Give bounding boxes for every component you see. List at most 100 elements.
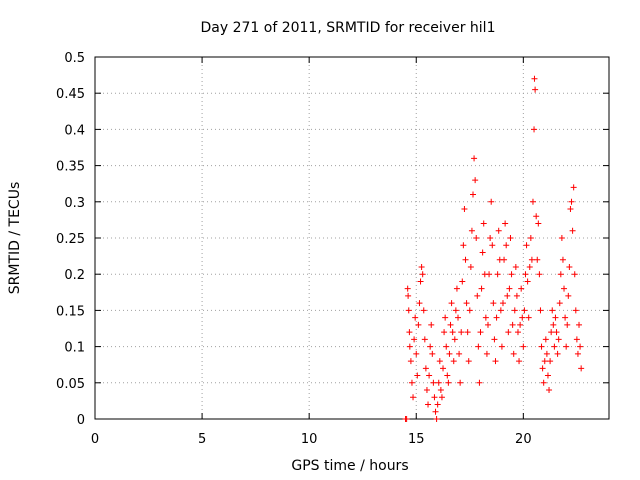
data-point [557, 271, 564, 278]
data-point [420, 307, 427, 314]
data-point [460, 242, 467, 249]
data-point [536, 271, 543, 278]
data-point [484, 321, 491, 328]
data-point [489, 242, 496, 249]
data-point [434, 401, 441, 408]
data-point [436, 358, 443, 365]
y-tick-label: 0.4 [64, 123, 85, 138]
y-tick-label: 0.35 [56, 160, 85, 175]
data-point [446, 350, 453, 357]
data-point [464, 329, 471, 336]
data-point [526, 263, 533, 270]
data-point [405, 307, 412, 314]
data-point [480, 220, 487, 227]
data-point [573, 336, 580, 343]
data-point [535, 220, 542, 227]
data-point [499, 300, 506, 307]
data-point [479, 249, 486, 256]
data-point [571, 271, 578, 278]
data-point [543, 350, 550, 357]
y-axis-ticks: 0 0.05 0.1 0.15 0.2 0.25 0.3 0.35 0.4 0.45 0.5 [56, 51, 609, 428]
data-point [437, 387, 444, 394]
data-point [458, 329, 465, 336]
data-point [490, 300, 497, 307]
data-point [498, 343, 505, 350]
y-tick-label: 0 [77, 413, 85, 428]
data-point [430, 379, 437, 386]
data-point [447, 321, 454, 328]
data-point [508, 271, 515, 278]
data-point [414, 372, 421, 379]
data-point [482, 314, 489, 321]
y-tick-label: 0.1 [64, 341, 85, 356]
data-point [504, 292, 511, 299]
y-tick-label: 0.15 [56, 304, 85, 319]
data-point [448, 300, 455, 307]
data-point [549, 307, 556, 314]
data-point [432, 408, 439, 415]
data-point [468, 227, 475, 234]
chart-title: Day 271 of 2011, SRMTID for receiver hil… [201, 20, 496, 36]
data-point [531, 126, 538, 133]
data-point [562, 314, 569, 321]
data-point [507, 235, 514, 241]
data-point [427, 343, 434, 350]
data-point [578, 365, 585, 372]
data-point [415, 321, 422, 328]
data-point [433, 416, 440, 422]
data-point [483, 350, 490, 357]
data-point [546, 387, 553, 394]
data-point [421, 336, 428, 343]
data-point [559, 256, 566, 263]
data-point [413, 350, 420, 357]
data-point [411, 336, 418, 343]
data-point [462, 256, 469, 263]
x-tick-label: 0 [91, 432, 99, 447]
data-point [510, 350, 517, 357]
data-point [501, 256, 508, 263]
data-point [529, 198, 536, 205]
data-point [533, 213, 540, 220]
data-point [486, 271, 493, 278]
data-point [493, 314, 500, 321]
data-point [555, 336, 562, 343]
data-point [495, 227, 502, 234]
data-point [455, 314, 462, 321]
data-point [520, 343, 527, 350]
data-point [412, 314, 419, 321]
data-point [440, 365, 447, 372]
data-point [506, 285, 513, 292]
data-point [471, 155, 478, 162]
y-axis-label: SRMTID / TECUs [7, 182, 23, 295]
data-point [405, 292, 412, 299]
data-point [418, 263, 425, 270]
data-point [531, 75, 538, 82]
data-point [514, 329, 521, 336]
data-point [538, 343, 545, 350]
data-point [568, 198, 575, 205]
data-point [406, 343, 413, 350]
data-point [521, 307, 528, 314]
data-point [478, 285, 485, 292]
data-point [492, 358, 499, 365]
data-point [534, 256, 541, 263]
data-point [404, 285, 411, 292]
data-point [403, 416, 410, 422]
data-point [544, 372, 551, 379]
data-point [477, 329, 484, 336]
data-point [465, 358, 472, 365]
data-point [502, 220, 509, 227]
data-point [548, 329, 555, 336]
data-point [416, 300, 423, 307]
data-point [552, 314, 559, 321]
data-point [442, 314, 449, 321]
data-point [572, 307, 579, 314]
data-point [467, 263, 474, 270]
data-point [457, 379, 464, 386]
data-point [408, 379, 415, 386]
data-point [410, 394, 417, 401]
data-point [512, 263, 519, 270]
data-point [513, 292, 520, 299]
data-point [516, 358, 523, 365]
data-point [407, 358, 414, 365]
